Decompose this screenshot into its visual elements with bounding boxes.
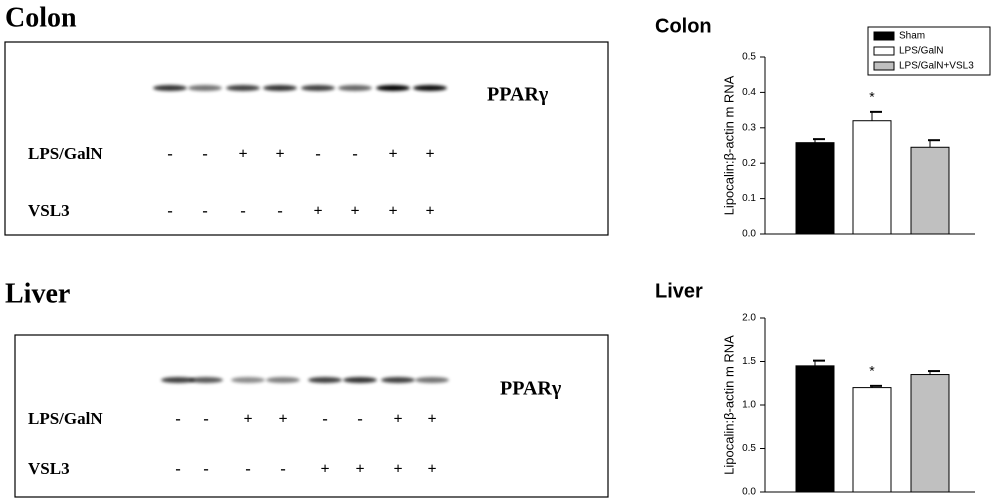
protein-label: PPARγ — [500, 378, 562, 400]
blot-band — [308, 377, 342, 383]
lane-sign: + — [425, 146, 434, 163]
legend-swatch — [873, 61, 895, 71]
panel-title: Liver — [5, 278, 70, 309]
lane-sign: + — [388, 146, 397, 163]
annotation: * — [869, 89, 875, 105]
lane-sign: - — [167, 146, 172, 163]
blot-frame — [4, 41, 609, 236]
lane-sign: + — [243, 411, 252, 428]
y-tick-label: 0.5 — [742, 443, 756, 454]
lane-sign: + — [427, 411, 436, 428]
lane-sign: - — [203, 411, 208, 428]
blot-band — [189, 377, 223, 383]
lane-sign: - — [352, 146, 357, 163]
y-tick-label: 1.5 — [742, 356, 756, 367]
row-label: LPS/GalN — [28, 409, 103, 428]
y-tick-label: 0.1 — [742, 193, 756, 204]
bar — [910, 374, 950, 493]
lane-sign: - — [357, 411, 362, 428]
blot-band — [301, 85, 335, 91]
lane-sign: + — [355, 461, 364, 478]
lane-sign: - — [280, 461, 285, 478]
y-tick-label: 0.4 — [742, 87, 756, 98]
legend-label: LPS/GalN+VSL3 — [899, 61, 974, 72]
blot-band — [226, 85, 260, 91]
blot-band — [376, 85, 410, 91]
y-tick-label: 1.0 — [742, 400, 756, 411]
panel-title: Colon — [5, 2, 77, 33]
lane-sign: - — [277, 203, 282, 220]
y-tick-label: 2.0 — [742, 313, 756, 324]
lane-sign: + — [278, 411, 287, 428]
y-tick-label: 0.2 — [742, 158, 756, 169]
blot-band — [153, 85, 187, 91]
lane-sign: + — [275, 146, 284, 163]
lane-sign: - — [175, 461, 180, 478]
row-label: LPS/GalN — [28, 144, 103, 163]
chart-title: Liver — [655, 280, 703, 302]
lane-sign: + — [313, 203, 322, 220]
blot-band — [263, 85, 297, 91]
lane-sign: + — [320, 461, 329, 478]
y-tick-label: 0.3 — [742, 122, 756, 133]
blot-band — [415, 377, 449, 383]
bar — [910, 146, 950, 235]
blot-band — [381, 377, 415, 383]
bar — [795, 142, 835, 235]
lane-sign: - — [202, 203, 207, 220]
legend-swatch — [873, 31, 895, 41]
lane-sign: - — [202, 146, 207, 163]
blot-frame — [14, 334, 609, 498]
annotation: * — [869, 363, 875, 379]
lane-sign: + — [388, 203, 397, 220]
blot-band — [413, 85, 447, 91]
y-tick-label: 0.0 — [742, 487, 756, 498]
chart-title: Colon — [655, 15, 712, 37]
lane-sign: + — [238, 146, 247, 163]
legend-swatch — [873, 46, 895, 56]
blot-band — [188, 85, 222, 91]
lane-sign: + — [350, 203, 359, 220]
lane-sign: + — [425, 203, 434, 220]
lane-sign: - — [315, 146, 320, 163]
lane-sign: - — [203, 461, 208, 478]
y-tick-label: 0.5 — [742, 52, 756, 63]
lane-sign: - — [245, 461, 250, 478]
lane-sign: - — [167, 203, 172, 220]
bar — [795, 365, 835, 493]
row-label: VSL3 — [28, 459, 70, 478]
lane-sign: + — [393, 411, 402, 428]
lane-sign: + — [393, 461, 402, 478]
bar — [852, 387, 892, 493]
blot-band — [266, 377, 300, 383]
legend-label: Sham — [899, 31, 925, 42]
row-label: VSL3 — [28, 201, 70, 220]
y-tick-label: 0.0 — [742, 229, 756, 240]
lane-sign: + — [427, 461, 436, 478]
lane-sign: - — [322, 411, 327, 428]
protein-label: PPARγ — [487, 84, 549, 106]
y-axis-label: Lipocalin:β-actin m RNA — [721, 335, 736, 475]
blot-band — [161, 377, 195, 383]
legend-label: LPS/GalN — [899, 46, 943, 57]
blot-band — [343, 377, 377, 383]
lane-sign: - — [175, 411, 180, 428]
blot-band — [338, 85, 372, 91]
blot-band — [231, 377, 265, 383]
y-axis-label: Lipocalin:β-actin m RNA — [721, 75, 736, 215]
lane-sign: - — [240, 203, 245, 220]
bar — [852, 120, 892, 235]
